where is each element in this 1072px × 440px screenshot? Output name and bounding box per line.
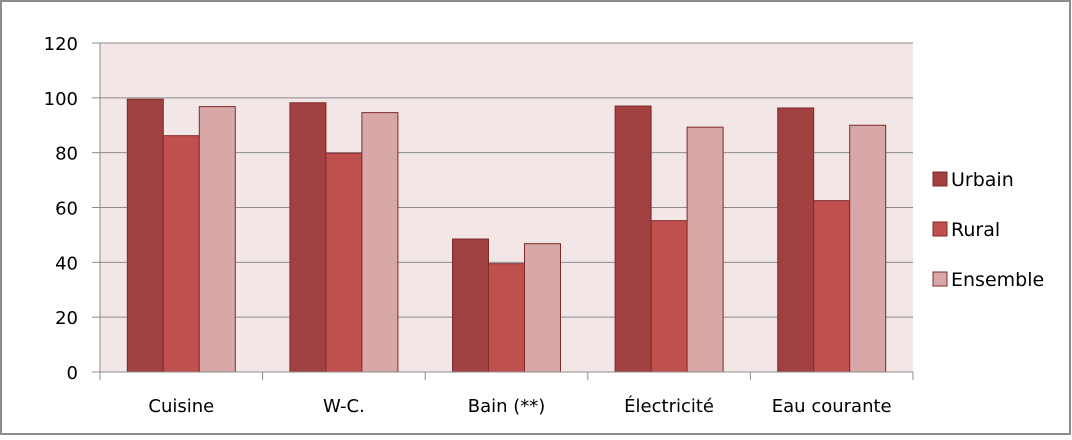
y-tick-label: 120 — [44, 34, 78, 55]
legend-label-rural: Rural — [951, 219, 1000, 241]
bar-ensemble-electricite — [686, 126, 724, 373]
bar-urbain-bain — [452, 238, 489, 373]
bar-rural-electricite — [650, 220, 688, 373]
legend-label-ensemble: Ensemble — [951, 269, 1044, 291]
bar-ensemble-eau-courante — [849, 124, 887, 373]
legend-swatch-rural — [932, 221, 948, 237]
bar-rural-w-c — [325, 152, 363, 373]
bar-rural-cuisine — [162, 135, 200, 373]
axes — [99, 43, 914, 380]
bar-urbain-electricite — [614, 105, 652, 373]
bar-urbain-cuisine — [126, 98, 164, 373]
legend: Urbain Rural Ensemble — [932, 169, 1044, 291]
y-tick-label: 100 — [44, 89, 78, 110]
x-tick-label: W-C. — [323, 396, 365, 417]
bar-ensemble-w-c — [361, 112, 399, 373]
bar-urbain-w-c — [289, 102, 327, 373]
legend-swatch-urbain — [932, 171, 948, 187]
x-tick-label: Électricité — [624, 395, 714, 417]
bar-rural-bain — [488, 263, 525, 373]
x-tick-label: Eau courante — [772, 396, 892, 417]
legend-swatch-ensemble — [932, 271, 948, 287]
y-tick-label: 60 — [55, 199, 78, 220]
x-tick-label: Cuisine — [148, 396, 214, 417]
y-tick-label: 40 — [55, 253, 78, 274]
legend-label-urbain: Urbain — [951, 169, 1014, 191]
bar-ensemble-bain — [524, 243, 561, 373]
y-tick-label: 0 — [67, 363, 78, 384]
bar-ensemble-cuisine — [198, 106, 236, 373]
y-tick-label: 80 — [55, 144, 78, 165]
x-axis-tick-labels: Cuisine W-C. Bain (**) Électricité Eau coura… — [148, 395, 891, 417]
bars — [126, 98, 887, 373]
bar-rural-eau-courante — [813, 200, 851, 373]
y-axis-tick-labels: 0 20 40 60 80 100 120 — [44, 34, 78, 384]
y-tick-label: 20 — [55, 308, 78, 329]
x-tick-label: Bain (**) — [468, 396, 546, 417]
bar-urbain-eau-courante — [777, 107, 815, 373]
